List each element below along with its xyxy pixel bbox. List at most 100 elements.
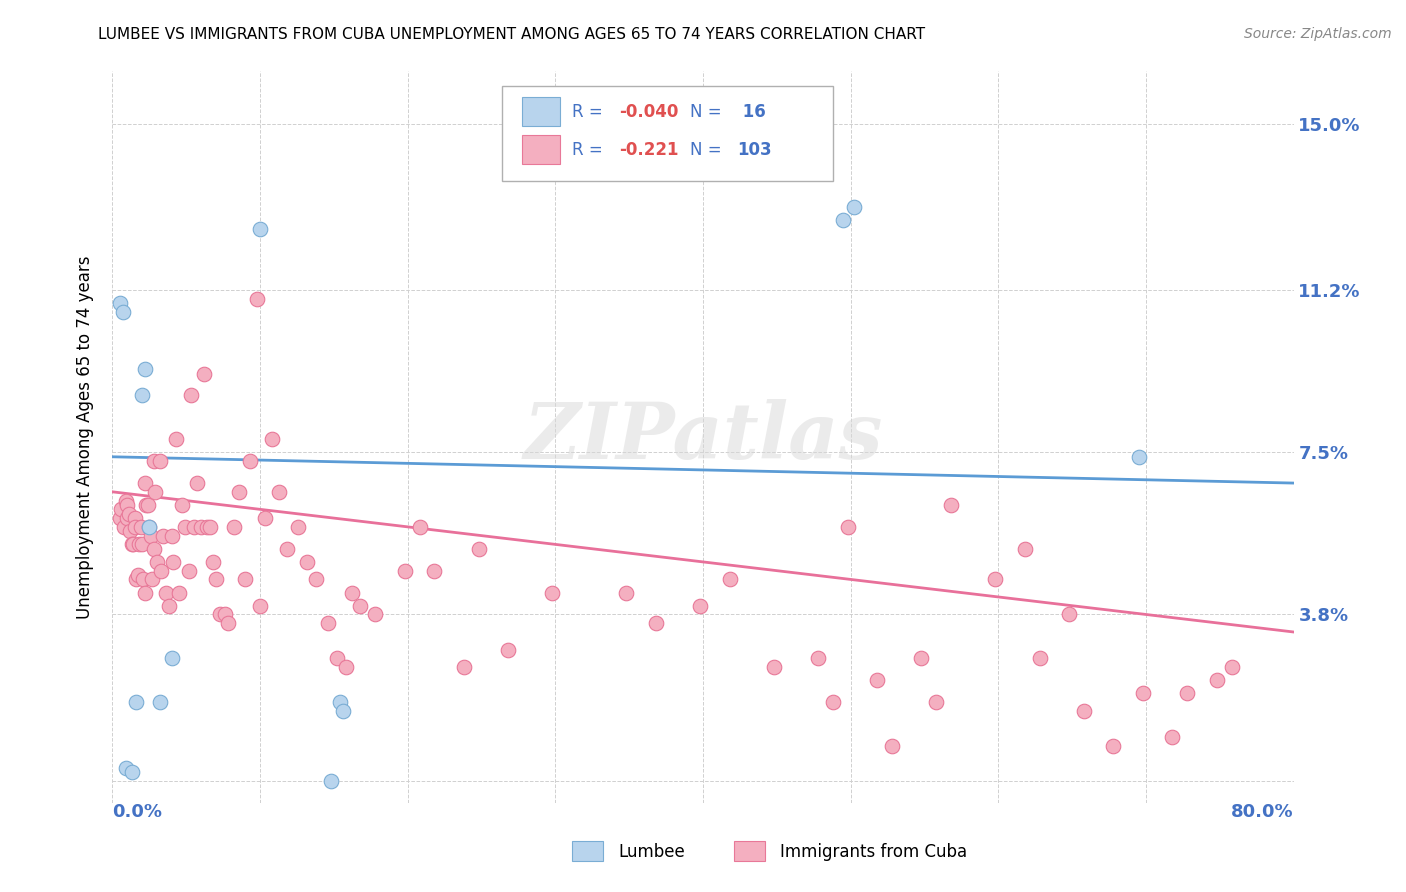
Point — [114, 761, 136, 775]
Point — [276, 541, 298, 556]
Point — [614, 585, 637, 599]
Text: N =: N = — [690, 141, 727, 159]
Point — [132, 573, 155, 587]
Text: Source: ZipAtlas.com: Source: ZipAtlas.com — [1244, 27, 1392, 41]
Point — [134, 585, 156, 599]
Point — [340, 585, 363, 599]
FancyBboxPatch shape — [502, 86, 832, 181]
Point — [214, 607, 236, 622]
Point — [118, 507, 141, 521]
Point — [183, 520, 205, 534]
Point — [136, 498, 159, 512]
Bar — [522, 97, 560, 127]
Text: ZIPatlas: ZIPatlas — [523, 399, 883, 475]
Point — [408, 520, 430, 534]
Point — [1102, 739, 1125, 753]
Text: 0.0%: 0.0% — [112, 803, 163, 821]
Text: -0.221: -0.221 — [619, 141, 679, 159]
Point — [305, 573, 328, 587]
Point — [1028, 651, 1050, 665]
Point — [111, 305, 134, 319]
Point — [467, 541, 489, 556]
Point — [131, 537, 153, 551]
Bar — [572, 841, 603, 861]
Point — [157, 599, 180, 613]
Text: LUMBEE VS IMMIGRANTS FROM CUBA UNEMPLOYMENT AMONG AGES 65 TO 74 YEARS CORRELATIO: LUMBEE VS IMMIGRANTS FROM CUBA UNEMPLOYM… — [98, 27, 925, 42]
Point — [150, 564, 173, 578]
Point — [332, 704, 354, 718]
Point — [146, 555, 169, 569]
Point — [718, 573, 741, 587]
Point — [1175, 686, 1198, 700]
Text: Immigrants from Cuba: Immigrants from Cuba — [780, 843, 967, 861]
Point — [162, 555, 184, 569]
Point — [233, 573, 256, 587]
Point — [155, 585, 177, 599]
Point — [239, 454, 262, 468]
Point — [134, 362, 156, 376]
Point — [170, 498, 193, 512]
Point — [165, 432, 187, 446]
Point — [149, 454, 172, 468]
Point — [149, 695, 172, 709]
Point — [186, 476, 208, 491]
Point — [326, 651, 349, 665]
Y-axis label: Unemployment Among Ages 65 to 74 years: Unemployment Among Ages 65 to 74 years — [76, 255, 94, 619]
Point — [160, 528, 183, 542]
Point — [316, 616, 339, 631]
Point — [114, 493, 136, 508]
Point — [925, 695, 948, 709]
Point — [201, 555, 224, 569]
Point — [1132, 686, 1154, 700]
Point — [193, 367, 215, 381]
Point — [121, 537, 143, 551]
Point — [453, 660, 475, 674]
Point — [173, 520, 195, 534]
Point — [329, 695, 352, 709]
Point — [108, 511, 131, 525]
Bar — [522, 135, 560, 164]
Point — [125, 573, 148, 587]
Point — [222, 520, 245, 534]
Text: -0.040: -0.040 — [619, 103, 679, 120]
Text: R =: R = — [572, 103, 607, 120]
Point — [297, 555, 319, 569]
Point — [842, 200, 865, 214]
Point — [121, 765, 143, 780]
Point — [112, 520, 135, 534]
Text: 16: 16 — [737, 103, 766, 120]
Point — [125, 695, 148, 709]
Point — [1014, 541, 1036, 556]
Point — [179, 564, 201, 578]
Point — [260, 432, 283, 446]
Point — [1073, 704, 1095, 718]
Point — [1057, 607, 1080, 622]
Point — [423, 564, 446, 578]
Point — [217, 616, 239, 631]
Text: 103: 103 — [737, 141, 772, 159]
Point — [117, 498, 138, 512]
Point — [117, 511, 138, 525]
Point — [108, 296, 131, 310]
Point — [131, 388, 153, 402]
Point — [160, 651, 183, 665]
Point — [689, 599, 711, 613]
Point — [142, 541, 165, 556]
Point — [319, 773, 342, 788]
Point — [152, 528, 174, 542]
Point — [269, 484, 291, 499]
Point — [143, 484, 166, 499]
Text: R =: R = — [572, 141, 607, 159]
Point — [127, 568, 149, 582]
Point — [124, 511, 146, 525]
Point — [762, 660, 785, 674]
Bar — [734, 841, 765, 861]
Point — [1220, 660, 1243, 674]
Point — [198, 520, 221, 534]
Point — [249, 599, 271, 613]
Point — [496, 642, 519, 657]
Point — [1128, 450, 1150, 464]
Point — [807, 651, 830, 665]
Point — [190, 520, 212, 534]
Point — [128, 537, 150, 551]
